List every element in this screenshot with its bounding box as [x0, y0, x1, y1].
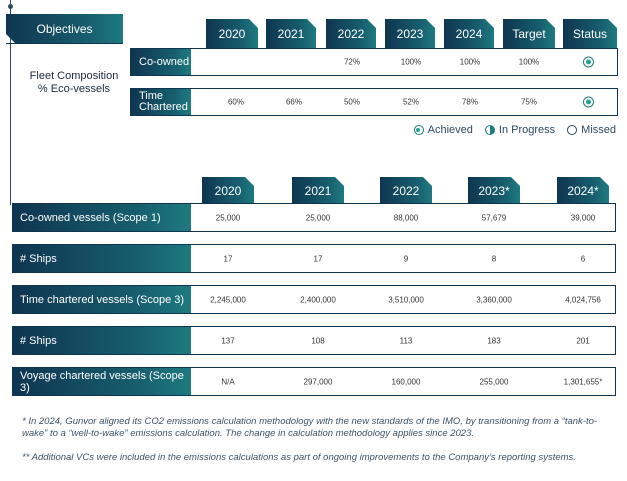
timeline-dot	[8, 4, 13, 9]
objectives-underline	[6, 43, 123, 44]
row-label-line2: Chartered	[139, 101, 188, 113]
value-cell: 17	[313, 254, 323, 263]
footnote-additional-vcs: ** Additional VCs were included in the e…	[22, 452, 576, 463]
value-cell: 66%	[285, 97, 302, 107]
value-cell: 39,000	[570, 213, 596, 222]
emissions-header-2023: 2023*	[468, 177, 520, 204]
value-cell: 1,301,655*	[563, 377, 603, 386]
value-cell: 6	[580, 254, 586, 263]
legend-missed: Missed	[581, 124, 616, 136]
achieved-icon	[413, 125, 424, 135]
emissions-header-2024: 2024*	[557, 177, 609, 204]
value-cell: 60%	[227, 97, 244, 107]
value-cell: 2,245,000	[210, 295, 246, 304]
timeline-line	[10, 0, 11, 205]
top-header-status: Status	[563, 19, 617, 48]
value-cell: 137	[221, 336, 235, 345]
status-legend: Achieved In Progress Missed	[406, 124, 616, 136]
objectives-tab-label: Objectives	[36, 22, 93, 36]
in-progress-icon	[484, 125, 495, 135]
value-cell: 9	[403, 254, 409, 263]
objectives-tab: Objectives	[6, 14, 123, 44]
value-cell: 50%	[343, 97, 360, 107]
fleet-label-line2: % Eco-vessels	[37, 83, 111, 95]
row-label: Voyage chartered vessels (Scope 3)	[13, 368, 191, 395]
value-cell: 52%	[402, 97, 419, 107]
fleet-composition-label: Fleet Composition % Eco-vessels	[24, 70, 124, 96]
status-achieved-icon	[583, 96, 594, 108]
row-label-time-chartered: Time Chartered	[131, 89, 191, 115]
emissions-header-2020: 2020	[202, 177, 254, 204]
value-cell: 113	[399, 336, 413, 345]
value-cell: 57,679	[481, 213, 507, 222]
value-cell: 25,000	[305, 213, 331, 222]
value-cell: 25,000	[215, 213, 241, 222]
top-header-2023: 2023	[385, 19, 435, 48]
emissions-header-2022: 2022	[380, 177, 432, 204]
value-cell: 17	[223, 254, 233, 263]
value-cell: 72%	[343, 57, 360, 67]
emissions-header-2021: 2021	[292, 177, 344, 204]
row-label: # Ships	[13, 327, 191, 354]
value-cell: 78%	[461, 97, 478, 107]
legend-achieved: Achieved	[427, 124, 473, 136]
emissions-row-voyage-chartered: Voyage chartered vessels (Scope 3) N/A 2…	[12, 367, 616, 396]
emissions-row-ships-owned: # Ships 17 17 9 8 6	[12, 244, 616, 273]
value-cell: 255,000	[479, 377, 509, 386]
emissions-row-time-chartered: Time chartered vessels (Scope 3) 2,245,0…	[12, 285, 616, 314]
top-header-2020: 2020	[206, 19, 258, 48]
value-cell: 100%	[400, 57, 422, 67]
emissions-row-co-owned: Co-owned vessels (Scope 1) 25,000 25,000…	[12, 203, 616, 232]
value-cell: 4,024,756	[565, 295, 601, 304]
objective-row-time-chartered: Time Chartered 60% 66% 50% 52% 78% 75%	[130, 88, 618, 116]
legend-in-progress: In Progress	[498, 124, 556, 136]
objective-row-co-owned: Co-owned 72% 100% 100% 100%	[130, 48, 618, 76]
value-cell: 160,000	[391, 377, 421, 386]
row-label-line1: Time	[139, 90, 164, 102]
value-cell: 88,000	[393, 213, 419, 222]
value-cell: 3,360,000	[476, 295, 512, 304]
row-label: Co-owned vessels (Scope 1)	[13, 204, 191, 231]
row-label-co-owned: Co-owned	[131, 49, 191, 75]
value-cell: 100%	[518, 57, 540, 67]
emissions-row-ships-chartered: # Ships 137 108 113 183 201	[12, 326, 616, 355]
top-header-2024: 2024	[444, 19, 494, 48]
value-cell: 100%	[459, 57, 481, 67]
value-cell: 297,000	[303, 377, 333, 386]
missed-icon	[567, 125, 578, 135]
value-cell: 201	[576, 336, 590, 345]
fleet-label-line1: Fleet Composition	[29, 70, 119, 82]
value-cell: 8	[491, 254, 497, 263]
value-cell: 3,510,000	[388, 295, 424, 304]
value-cell: N/A	[221, 377, 235, 386]
row-label: Time chartered vessels (Scope 3)	[13, 286, 191, 313]
status-achieved-icon	[583, 56, 594, 68]
value-cell: 75%	[520, 97, 537, 107]
value-cell: 108	[311, 336, 325, 345]
value-cell: 183	[487, 336, 501, 345]
value-cell: 2,400,000	[300, 295, 336, 304]
top-header-2022: 2022	[326, 19, 376, 48]
footnote-methodology: * In 2024, Gunvor aligned its CO2 emissi…	[22, 416, 598, 439]
top-header-2021: 2021	[266, 19, 316, 48]
row-label: # Ships	[13, 245, 191, 272]
top-header-target: Target	[503, 19, 555, 48]
